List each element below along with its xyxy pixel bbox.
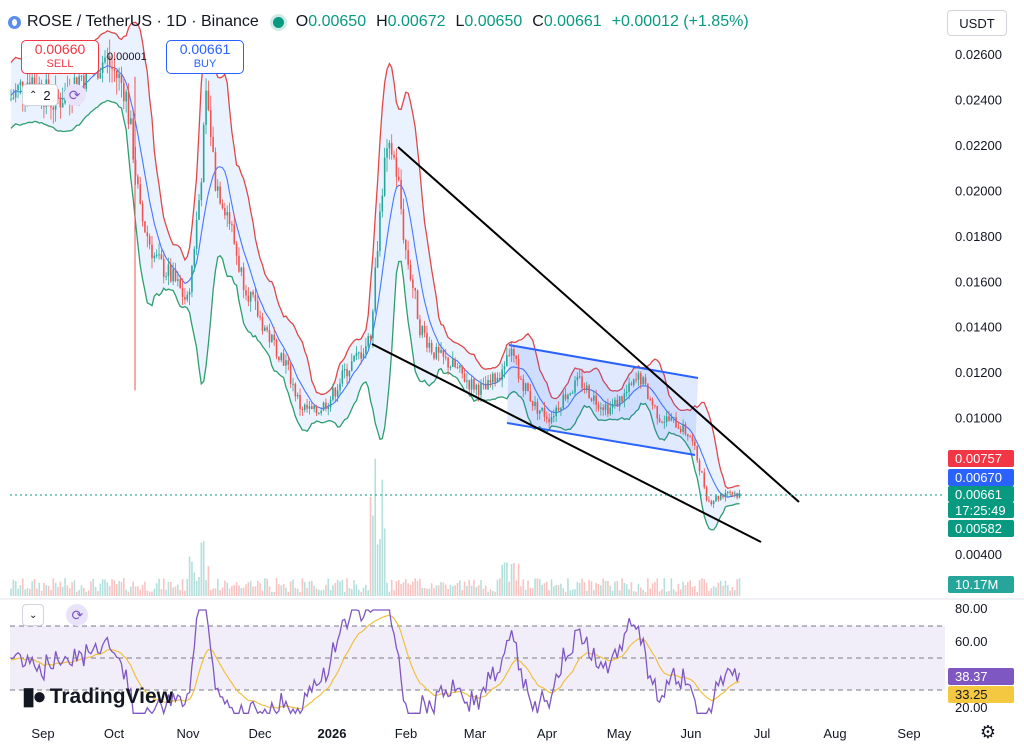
refresh-icon[interactable]: ⟳ [66, 604, 89, 626]
volume-bars [10, 458, 741, 596]
time-axis-label: Jul [754, 726, 771, 741]
svg-text:38.37: 38.37 [955, 669, 988, 684]
time-axis-label: Sep [31, 726, 54, 741]
price-axis-label: 0.01200 [955, 365, 1002, 380]
rose-coin-icon [8, 15, 21, 29]
price-axis-label: 0.01400 [955, 320, 1002, 335]
rsi-axis-label: 20.00 [955, 700, 988, 715]
gear-icon[interactable]: ⚙ [979, 721, 997, 742]
currency-select[interactable]: USDT [947, 10, 1007, 36]
price-axis-label: 0.02000 [955, 183, 1002, 198]
watermark-text: TradingView [49, 684, 174, 708]
time-axis-label: Apr [537, 726, 558, 741]
close-value: 0.00661 [543, 13, 602, 30]
rsi-pane[interactable] [10, 609, 945, 716]
price-axis-label: 0.02400 [955, 92, 1002, 107]
sell-label: SELL [46, 58, 74, 70]
time-axis-label: Jun [681, 726, 702, 741]
refresh-icon[interactable]: ⟳ [63, 84, 86, 106]
symbol-header: ROSE / TetherUS · 1D · Binance O0.00650 … [8, 9, 749, 35]
rsi-axis-label: 80.00 [955, 601, 988, 616]
time-axis-label: Mar [464, 726, 487, 741]
time-axis-label: May [607, 726, 632, 741]
buy-button[interactable]: 0.00661 BUY [166, 40, 244, 74]
chevron-down-icon: ⌄ [29, 609, 38, 621]
svg-text:10.17M: 10.17M [955, 577, 998, 592]
open-value: 0.00650 [308, 13, 367, 30]
rsi-value-badge: 38.37 [948, 668, 1014, 685]
price-axis-label: 0.00400 [955, 547, 1002, 562]
bollinger-lower-band [10, 99, 740, 531]
upper-band-badge: 0.00757 [948, 450, 1014, 467]
ohlc-values: O0.00650 H0.00672 L0.00650 C0.00661 +0.0… [296, 13, 749, 31]
rsi-collapse-toggle[interactable]: ⌄ [22, 604, 45, 626]
sell-price: 0.00660 [34, 41, 86, 57]
price-pane[interactable] [10, 21, 945, 596]
time-axis-label: Oct [104, 726, 125, 741]
rsi-controls: ⌄ ⟳ [22, 604, 89, 626]
svg-text:17:25:49: 17:25:49 [955, 503, 1006, 518]
rsi-ma-line [10, 614, 740, 710]
buy-price: 0.00661 [179, 41, 231, 57]
rsi-line [10, 609, 741, 716]
price-change: +0.00012 (+1.85%) [611, 13, 749, 30]
rsi-axis[interactable]: 80.00 60.00 20.00 [955, 601, 988, 715]
high-value: 0.00672 [387, 13, 446, 30]
time-axis-label: Sep [897, 726, 920, 741]
sell-button[interactable]: 0.00660 SELL [21, 40, 99, 74]
low-value: 0.00650 [464, 13, 523, 30]
buy-label: BUY [193, 58, 217, 70]
chevron-down-icon: ⌃ [29, 89, 38, 101]
time-axis-label: Aug [823, 726, 846, 741]
indicators-row: ⌃ 2 ⟳ [22, 84, 86, 106]
time-axis-label: Nov [176, 726, 200, 741]
indicators-toggle[interactable]: ⌃ 2 [22, 84, 58, 106]
time-axis-label: Dec [248, 726, 272, 741]
price-axis-label: 0.01600 [955, 274, 1002, 289]
svg-text:0.00670: 0.00670 [955, 470, 1002, 485]
price-axis-label: 0.02600 [955, 47, 1002, 62]
rsi-axis-label: 60.00 [955, 634, 988, 649]
volume-badge: 10.17M [948, 576, 1014, 593]
indicators-count: 2 [43, 87, 51, 103]
svg-text:33.25: 33.25 [955, 687, 988, 702]
lower-band-badge: 0.00582 [948, 520, 1014, 537]
symbol-title[interactable]: ROSE / TetherUS · 1D · Binance [27, 13, 259, 30]
close-key: C [532, 13, 544, 30]
svg-text:0.00661: 0.00661 [955, 487, 1002, 502]
open-key: O [295, 13, 309, 30]
channel-upper-line[interactable] [508, 344, 699, 379]
market-open-icon [272, 16, 284, 28]
basis-badge: 0.00670 [948, 469, 1014, 486]
last-price-badge: 0.00661 [948, 486, 1014, 502]
price-axis-label: 0.01000 [955, 411, 1002, 426]
wedge-lower-trendline[interactable] [371, 343, 762, 543]
parallel-channel-fill[interactable] [507, 345, 698, 455]
spread-value: 0.00001 [107, 51, 147, 63]
wedge-upper-trendline[interactable] [397, 146, 800, 503]
tradingview-watermark[interactable]: ▮● TradingView [22, 682, 173, 711]
high-key: H [376, 13, 388, 30]
svg-text:0.00757: 0.00757 [955, 451, 1002, 466]
countdown-badge: 17:25:49 [948, 502, 1014, 518]
time-axis[interactable]: Sep Oct Nov Dec 2026 Feb Mar Apr May Jun Jul Aug Sep [31, 726, 920, 741]
price-axis-label: 0.01800 [955, 229, 1002, 244]
time-axis-label: Feb [395, 726, 417, 741]
low-key: L [455, 13, 465, 30]
tradingview-logo-icon: ▮● [22, 683, 47, 710]
price-axis[interactable]: 0.02600 0.02400 0.02200 0.02000 0.01800 0.016… [955, 47, 1002, 562]
bollinger-upper-band [10, 21, 740, 490]
price-axis-label: 0.02200 [955, 138, 1002, 153]
time-axis-label: 2026 [318, 726, 347, 741]
rsi-ma-badge: 33.25 [948, 686, 1014, 703]
svg-text:0.00582: 0.00582 [955, 521, 1002, 536]
